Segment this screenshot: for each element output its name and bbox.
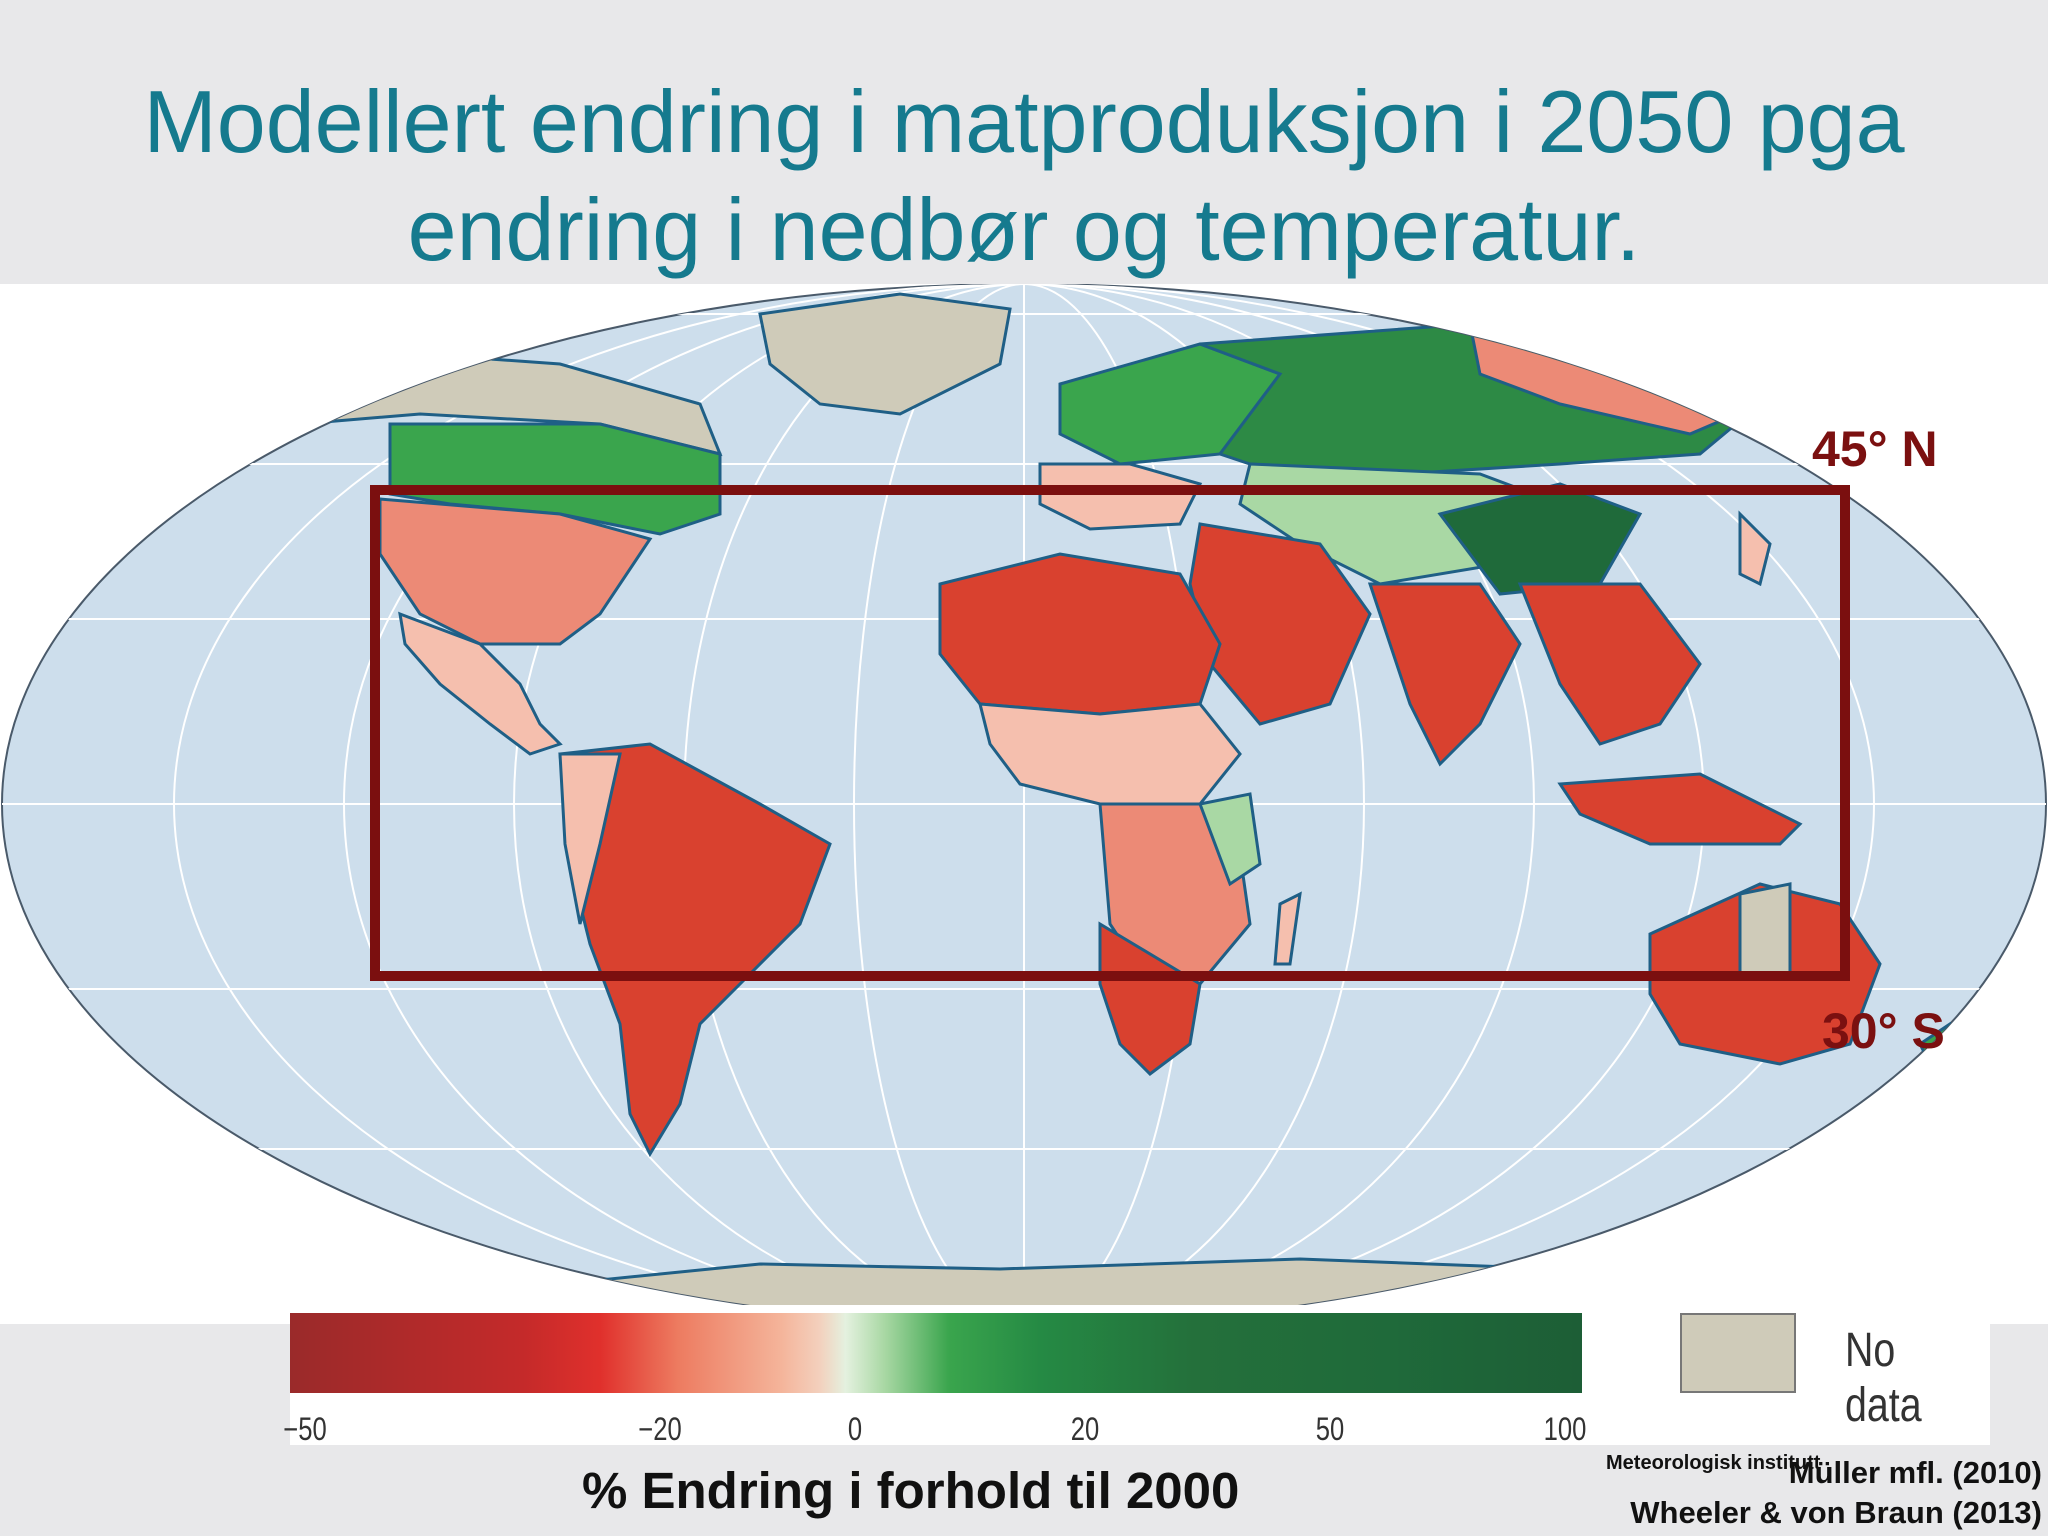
lat-label-south: 30° S bbox=[1822, 1003, 1945, 1059]
legend: −50 −20 0 20 50 100 No data bbox=[283, 1305, 1990, 1447]
page-title: Modellert endring i matproduksjon i 2050… bbox=[0, 68, 2048, 284]
south-africa bbox=[1098, 921, 1202, 1076]
legend-tick: 20 bbox=[1070, 1411, 1100, 1447]
indonesia bbox=[1557, 772, 1803, 846]
legend-axis-caption: % Endring i forhold til 2000 bbox=[582, 1462, 1240, 1519]
australia-no-data bbox=[1738, 882, 1792, 976]
world-map: 45° N 30° S bbox=[0, 284, 2048, 1324]
mexico bbox=[398, 611, 563, 756]
lat-label-north: 45° N bbox=[1812, 421, 1938, 477]
india bbox=[1367, 582, 1522, 767]
south-america bbox=[558, 742, 832, 1158]
southeast-asia bbox=[1517, 582, 1702, 746]
study-region-box bbox=[370, 485, 1850, 981]
madagascar bbox=[1273, 891, 1302, 966]
title-line-2: endring i nedbør og temperatur. bbox=[407, 180, 1641, 279]
north-america-north bbox=[388, 422, 722, 536]
north-america-south bbox=[378, 497, 653, 646]
legend-tick: −50 bbox=[283, 1411, 327, 1447]
europe-south bbox=[1038, 462, 1203, 531]
no-data-label: No data bbox=[1845, 1324, 1922, 1432]
world-map-svg bbox=[1, 284, 2047, 1324]
color-scale-bar bbox=[290, 1313, 1582, 1393]
south-america-west bbox=[558, 752, 622, 925]
source-citation-1: Müller mfl. (2010) bbox=[1788, 1455, 2042, 1490]
legend-tick: −20 bbox=[638, 1411, 682, 1447]
greenland bbox=[758, 292, 1012, 416]
east-africa-gain bbox=[1197, 792, 1262, 887]
japan bbox=[1738, 510, 1772, 587]
north-africa bbox=[938, 552, 1222, 716]
landmasses bbox=[288, 292, 1962, 1324]
source-citation-2: Wheeler & von Braun (2013) bbox=[1630, 1495, 2042, 1530]
legend-tick: 0 bbox=[847, 1411, 863, 1447]
title-line-1: Modellert endring i matproduksjon i 2050… bbox=[143, 72, 1905, 171]
no-data-swatch bbox=[1680, 1313, 1796, 1393]
institute-credit: Meteorologisk institutt bbox=[1606, 1452, 1821, 1474]
legend-tick: 100 bbox=[1543, 1411, 1587, 1447]
legend-tick: 50 bbox=[1315, 1411, 1345, 1447]
